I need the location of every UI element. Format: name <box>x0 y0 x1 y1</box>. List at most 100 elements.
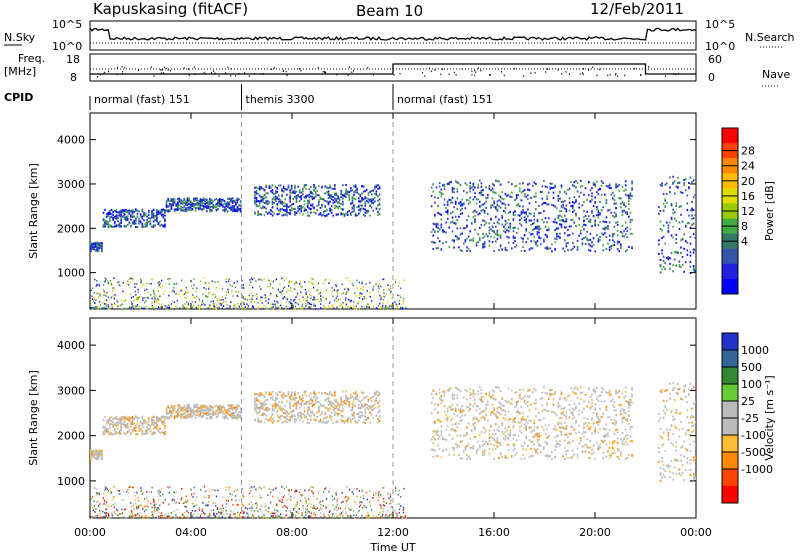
velocity-cell <box>172 411 174 414</box>
power-cell <box>327 203 330 206</box>
velocity-cell <box>112 425 114 428</box>
velocity-cell <box>189 410 192 413</box>
power-cell <box>236 280 238 283</box>
velocity-cell <box>141 424 144 427</box>
power-cell <box>398 281 400 284</box>
power-cell <box>370 206 373 209</box>
velocity-cell <box>268 393 271 396</box>
velocity-cell <box>151 433 153 436</box>
power-cell <box>354 184 357 187</box>
power-cell <box>141 217 144 220</box>
nave-dot <box>235 75 237 77</box>
power-cell <box>145 305 147 308</box>
power-cell <box>262 187 264 190</box>
velocity-cell <box>262 413 264 416</box>
velocity-cell <box>370 399 373 402</box>
power-cell <box>132 306 134 309</box>
power-cell <box>448 246 451 249</box>
power-cell <box>621 214 624 217</box>
power-cell <box>462 227 465 230</box>
power-cell <box>583 193 585 196</box>
velocity-cell <box>110 422 113 425</box>
velocity-cell <box>262 402 264 405</box>
power-cell <box>181 206 184 209</box>
power-cell <box>507 236 510 239</box>
velocity-cell <box>196 406 198 409</box>
power-cell <box>170 307 172 309</box>
power-cell <box>254 191 256 194</box>
power-cell <box>350 213 352 216</box>
power-cell <box>226 307 229 310</box>
power-cell <box>610 244 613 247</box>
power-cell <box>459 204 462 207</box>
power-cell <box>591 210 593 213</box>
power-cell <box>148 282 150 285</box>
power-cell <box>196 197 198 200</box>
power-cell <box>311 205 314 208</box>
velocity-cell <box>345 396 347 399</box>
power-cell <box>342 203 344 206</box>
velocity-cell <box>238 414 240 417</box>
power-cell <box>554 241 556 244</box>
power-cell <box>501 216 504 219</box>
velocity-cell <box>215 410 218 413</box>
power-cell <box>134 209 137 212</box>
velocity-cell <box>228 410 231 413</box>
velocity-cell <box>350 409 352 412</box>
power-cell <box>547 191 550 194</box>
power-cell <box>342 213 344 216</box>
velocity-cell <box>207 414 210 417</box>
power-cell <box>616 223 619 226</box>
velocity-cell <box>359 401 362 404</box>
nave-label: Nave <box>762 68 790 81</box>
power-cell <box>290 306 292 309</box>
power-cell <box>461 198 463 201</box>
power-cell <box>207 201 210 204</box>
velocity-cell <box>294 391 296 394</box>
power-cell <box>535 227 537 230</box>
velocity-cell <box>271 390 274 393</box>
nave-dot <box>160 69 162 71</box>
power-cell <box>372 288 374 291</box>
power-cell <box>474 186 476 189</box>
power-cell <box>251 298 253 301</box>
power-cell <box>155 294 157 297</box>
power-cell <box>547 229 550 232</box>
nave-dot <box>116 73 118 76</box>
power-cell <box>461 207 463 210</box>
power-cell <box>153 299 156 301</box>
velocity-cell <box>105 422 108 425</box>
power-cell <box>289 189 291 192</box>
power-cell <box>535 182 537 185</box>
power-cell <box>260 199 263 202</box>
power-cell <box>404 307 407 310</box>
power-cell <box>618 241 621 244</box>
velocity-cell <box>337 402 339 405</box>
power-cell <box>236 197 239 200</box>
power-cell <box>164 209 166 212</box>
velocity-cell <box>273 419 275 422</box>
power-cell <box>456 227 459 230</box>
velocity-cell <box>300 401 303 404</box>
power-cell <box>200 305 202 307</box>
power-cell <box>230 200 232 203</box>
power-cell <box>359 204 362 207</box>
power-cell <box>327 194 330 197</box>
velocity-cell <box>345 395 347 398</box>
power-cell <box>618 197 621 200</box>
power-cell <box>610 247 613 250</box>
power-cell <box>662 202 665 205</box>
velocity-cell <box>308 408 311 411</box>
power-cell <box>495 207 497 210</box>
power-cell <box>115 224 118 227</box>
power-cell <box>477 198 479 201</box>
power-cell <box>562 200 564 203</box>
power-cell <box>591 225 593 228</box>
power-cell <box>161 305 163 308</box>
power-cell <box>370 193 373 196</box>
power-cell <box>346 211 349 214</box>
power-cell <box>562 206 564 209</box>
power-cell <box>488 244 491 247</box>
power-cell <box>469 239 471 242</box>
power-cell <box>305 291 307 294</box>
